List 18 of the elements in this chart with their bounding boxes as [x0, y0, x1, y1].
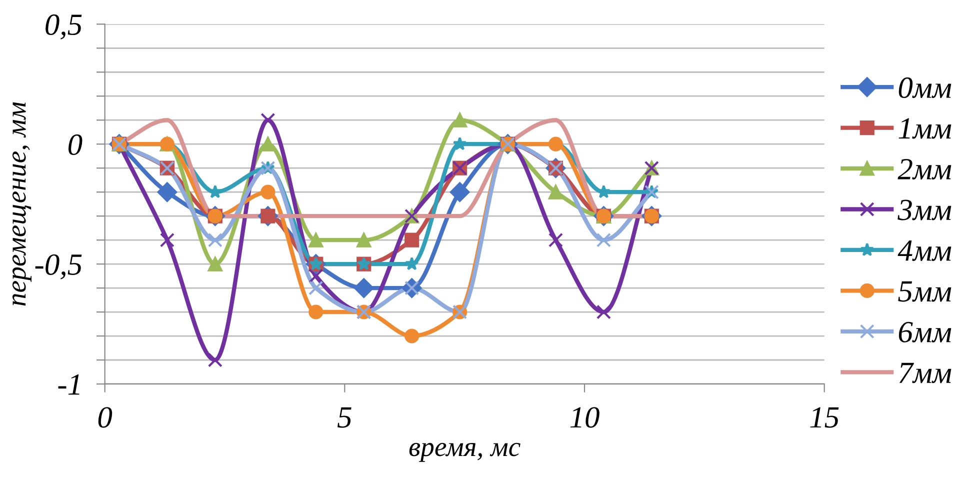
legend-label: 6мм: [898, 322, 952, 342]
x-tick-label: 5: [338, 407, 352, 428]
legend-label: 1мм: [898, 118, 952, 139]
x-tick-label: 15: [810, 407, 839, 428]
legend-label: 5мм: [898, 281, 952, 302]
legend-label: 2мм: [898, 158, 952, 180]
x-tick-label: 0: [98, 407, 112, 428]
x-tick-label: 10: [570, 407, 600, 428]
legend-label: 7мм: [899, 362, 952, 384]
y-tick-label: -0,5: [35, 254, 82, 280]
legend-label: 3мм: [898, 200, 952, 220]
y-axis-title: перемещение, мм: [12, 102, 32, 306]
y-tick-label: -1: [58, 374, 80, 395]
legend-label: 0мм: [898, 77, 952, 98]
y-tick-label: 0: [68, 134, 82, 155]
y-tick-label: 0,5: [46, 14, 82, 40]
x-axis-title: время, мс: [409, 442, 520, 462]
legend-label: 4мм: [898, 240, 952, 261]
